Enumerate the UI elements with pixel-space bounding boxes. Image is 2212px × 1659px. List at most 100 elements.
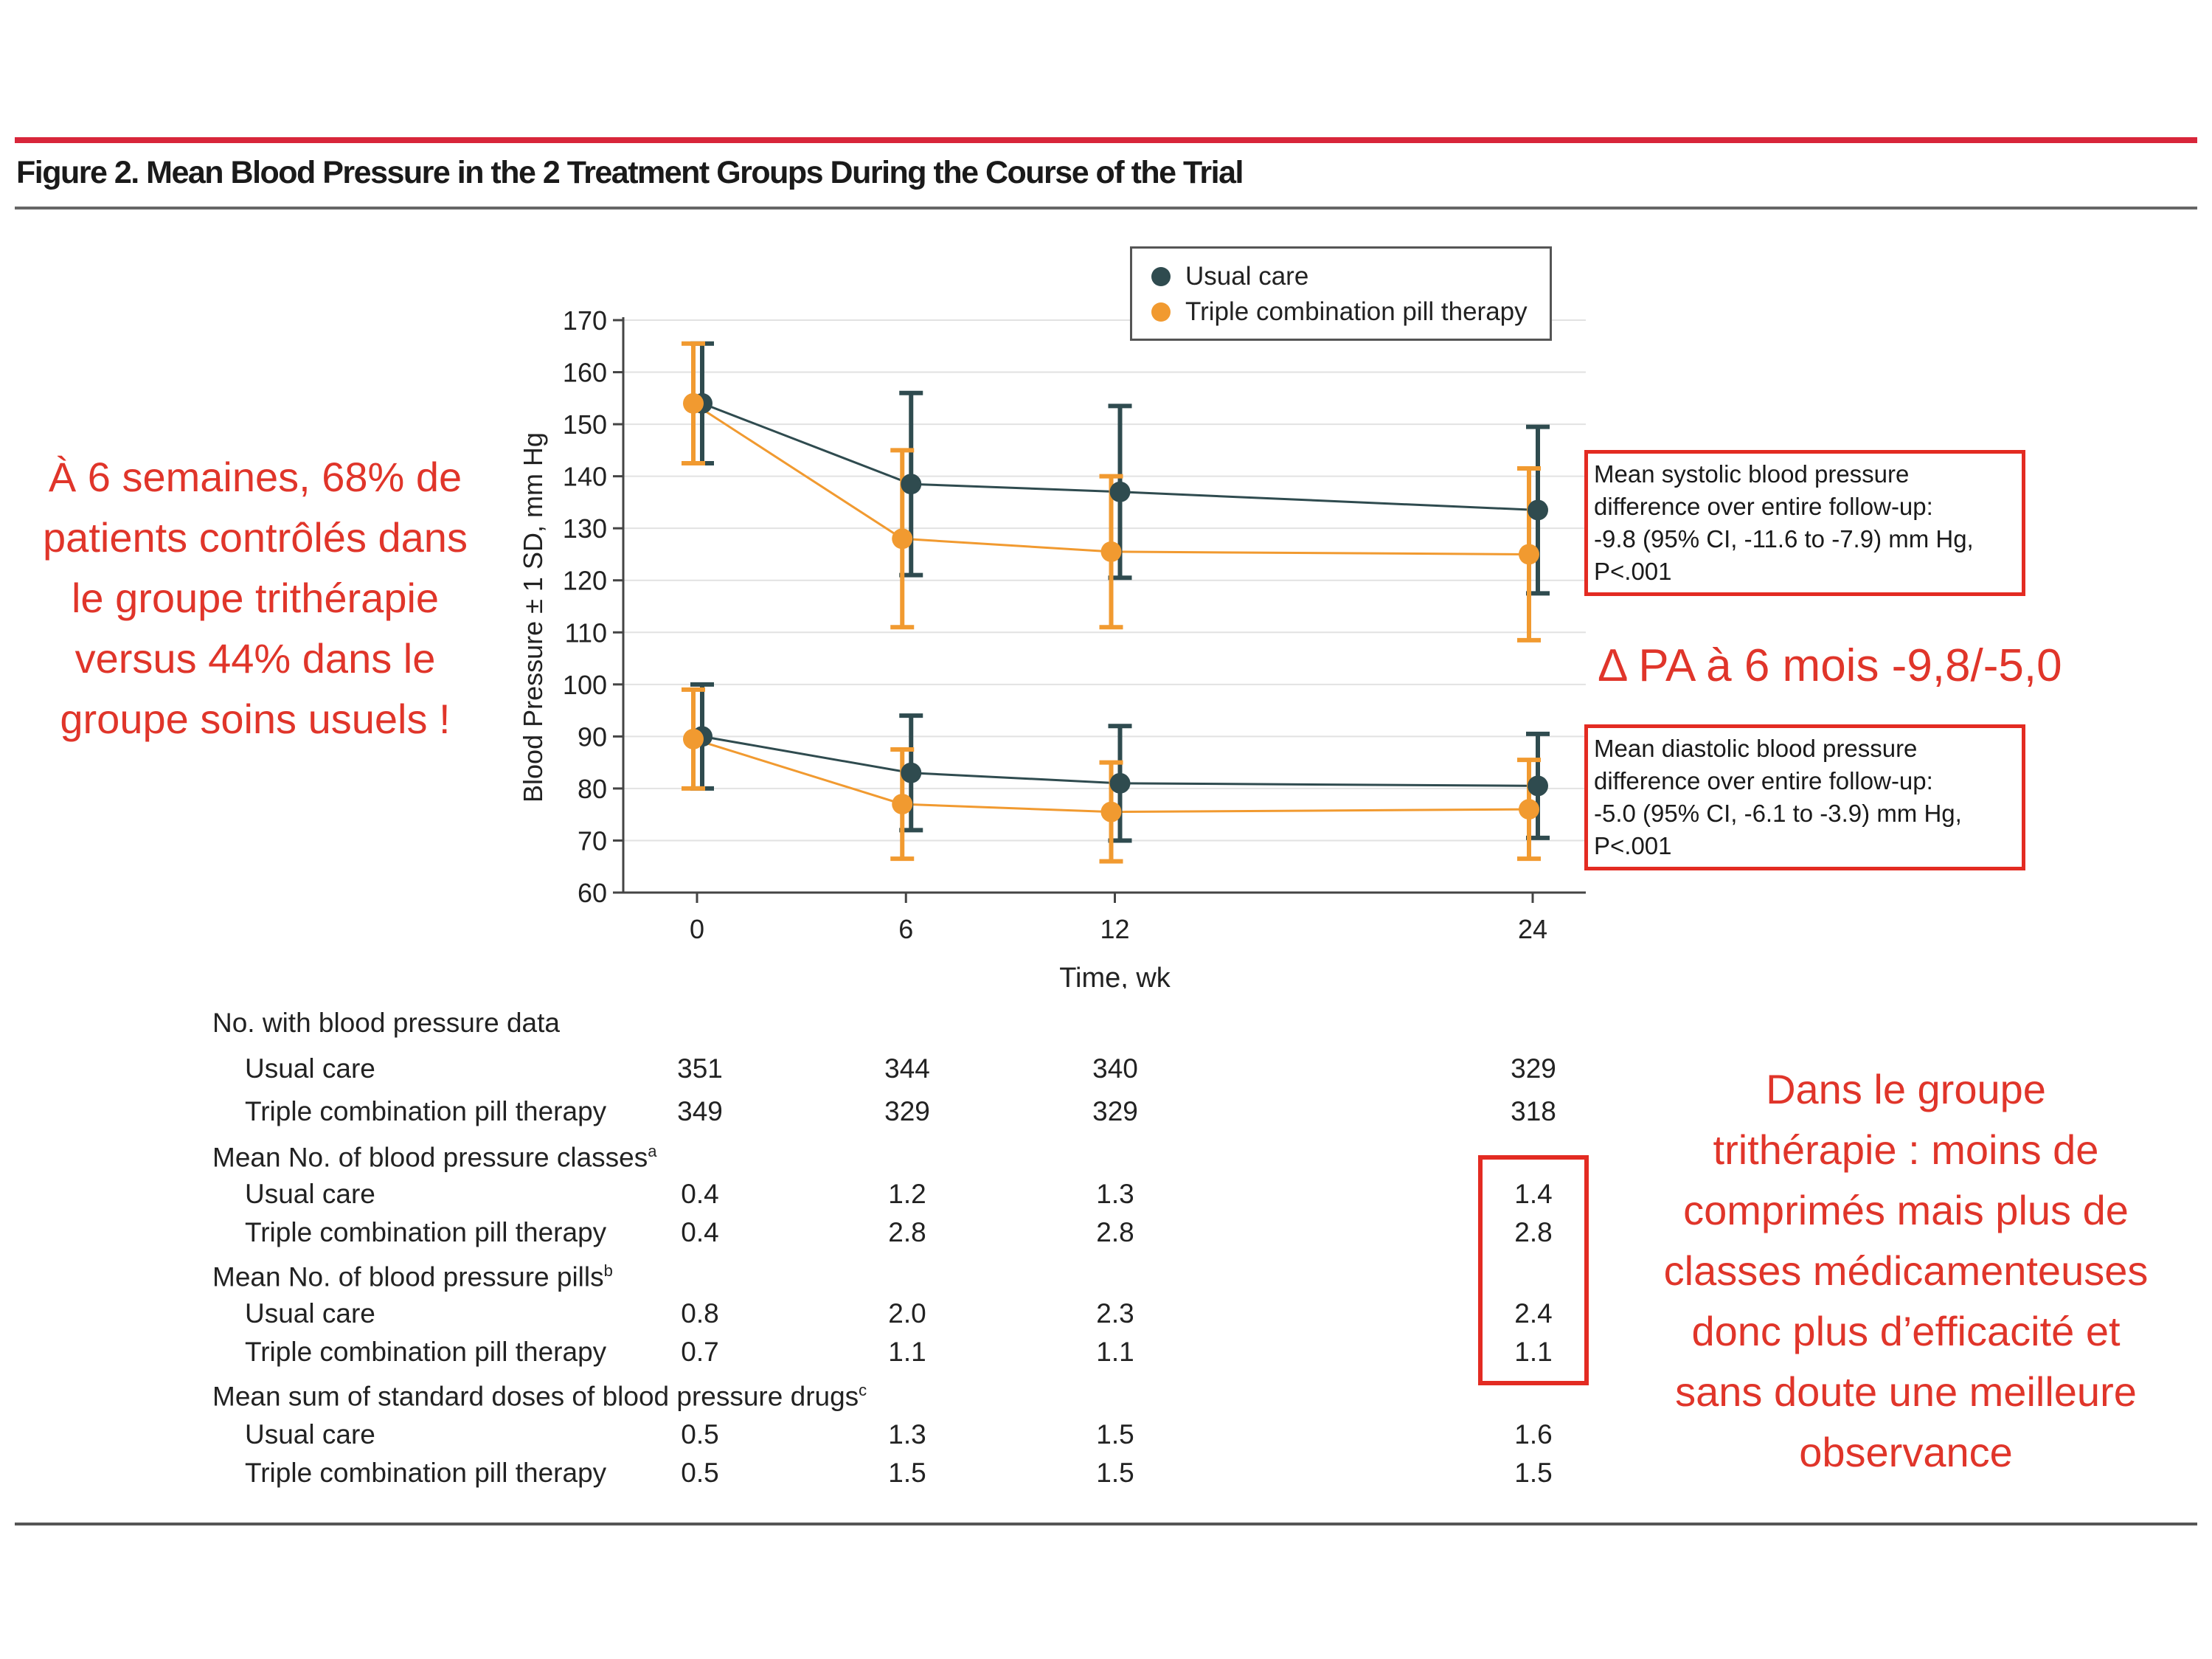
table-cell: 1.4 [1514,1179,1553,1209]
table-cell: 1.5 [1096,1458,1134,1488]
y-tick-label: 150 [563,409,607,440]
annotation-line: P<.001 [1594,558,1672,585]
chart-legend: Usual care Triple combination pill thera… [1130,246,1552,341]
series-line [701,735,1539,787]
note-delta: Δ PA à 6 mois -9,8/-5,0 [1598,640,2062,691]
table-cell: 1.5 [888,1458,926,1488]
y-tick-label: 70 [578,825,607,856]
note-line: sans doute une meilleure [1675,1368,2137,1415]
legend-item-triple-therapy: Triple combination pill therapy [1151,296,1528,328]
note-line: classes médicamenteuses [1663,1247,2149,1294]
x-tick-label: 24 [1518,914,1547,944]
annotation-line: Mean diastolic blood pressure [1594,735,1918,762]
row-label: Triple combination pill therapy [245,1096,607,1126]
row-label: Triple combination pill therapy [245,1458,607,1488]
data-point [1528,775,1548,797]
note-line: patients contrôlés dans [43,514,468,561]
annotation-line: Mean systolic blood pressure [1594,460,1910,488]
row-label: Triple combination pill therapy [245,1217,607,1247]
y-tick-label: 140 [563,462,607,492]
y-tick-label: 100 [563,670,607,700]
data-point [683,728,704,749]
header-grey-rule [15,207,2197,209]
data-point [1100,801,1122,822]
y-tick-label: 160 [563,358,607,388]
y-tick-label: 60 [578,878,607,908]
y-tick-label: 130 [563,513,607,544]
usual-care-swatch-icon [1151,267,1171,286]
note-line: versus 44% dans le [74,635,436,682]
table-cell: 351 [677,1053,723,1084]
table-cell: 2.8 [1096,1217,1134,1247]
row-label: Usual care [245,1053,375,1084]
series-line [693,402,1530,555]
table-cell: 329 [1511,1053,1556,1084]
note-line: comprimés mais plus de [1683,1187,2129,1233]
footer-rule [15,1523,2197,1525]
triple-therapy-swatch-icon [1151,302,1171,322]
row-label: Triple combination pill therapy [245,1337,607,1367]
x-tick-label: 0 [690,914,704,944]
series-line [693,738,1530,814]
row-label: Usual care [245,1419,375,1450]
data-point [1100,541,1122,562]
table-cell: 1.5 [1096,1419,1134,1450]
table-cell: 1.3 [888,1419,926,1450]
row-label: Mean No. of blood pressure pillsb [212,1261,613,1292]
figure-title: Figure 2. Mean Blood Pressure in the 2 T… [16,155,1244,190]
data-point [1109,772,1131,794]
table-cell: 2.3 [1096,1298,1134,1329]
x-tick-label: 6 [898,914,913,944]
note-left: À 6 semaines, 68% de patients contrôlés … [12,447,499,749]
note-right: Dans le groupe trithérapie : moins de co… [1626,1059,2186,1483]
footnote-marker: b [603,1261,613,1280]
table-cell: 1.3 [1096,1179,1134,1209]
legend-label: Triple combination pill therapy [1185,297,1528,326]
table-cell: 0.4 [681,1217,719,1247]
table-cell: 1.6 [1514,1419,1553,1450]
x-tick-label: 12 [1100,914,1129,944]
table-cell: 1.2 [888,1179,926,1209]
table-cell: 318 [1511,1096,1556,1126]
table-cell: 0.8 [681,1298,719,1329]
blood-pressure-chart: 60 70 80 90 100 110 120 130 140 150 160 170 0 6 12 24 Ti… [518,305,1586,988]
table-cell: 0.7 [681,1337,719,1367]
table-cell: 1.1 [1514,1337,1553,1367]
table-cell: 329 [884,1096,930,1126]
note-line: Dans le groupe [1766,1066,2046,1112]
y-tick-label: 80 [578,774,607,804]
y-tick-label: 90 [578,721,607,752]
week24-highlight-box [1478,1155,1589,1385]
y-axis-label: Blood Pressure ± 1 SD, mm Hg [518,432,548,803]
row-label: Usual care [245,1298,375,1329]
data-point [901,474,922,495]
note-line: trithérapie : moins de [1713,1126,2099,1173]
annotation-line: -9.8 (95% CI, -11.6 to -7.9) mm Hg, [1594,525,1974,553]
y-tick-label: 170 [563,305,607,336]
table-cell: 0.5 [681,1458,719,1488]
footnote-marker: c [859,1381,867,1399]
table-cell: 349 [677,1096,723,1126]
annotation-line: difference over entire follow-up: [1594,767,1933,794]
legend-item-usual-care: Usual care [1151,260,1308,293]
data-point [892,794,913,815]
annotation-line: difference over entire follow-up: [1594,493,1933,520]
annotation-line: P<.001 [1594,832,1672,859]
systolic-difference-box: Mean systolic blood pressure difference … [1584,450,2025,596]
data-point [1519,799,1539,820]
legend-label: Usual care [1185,262,1309,291]
row-label: No. with blood pressure data [212,1008,560,1038]
row-label: Usual care [245,1179,375,1209]
diastolic-difference-box: Mean diastolic blood pressure difference… [1584,724,2025,870]
y-tick-label: 120 [563,566,607,596]
table-cell: 1.1 [888,1337,926,1367]
y-tick-label: 110 [565,617,607,648]
table-cell: 1.1 [1096,1337,1134,1367]
table-cell: 344 [884,1053,930,1084]
data-point [892,528,913,550]
table-cell: 340 [1092,1053,1138,1084]
table-cell: 2.0 [888,1298,926,1329]
annotation-line: -5.0 (95% CI, -6.1 to -3.9) mm Hg, [1594,800,1962,827]
table-cell: 2.8 [1514,1217,1553,1247]
header-red-rule [15,137,2197,143]
